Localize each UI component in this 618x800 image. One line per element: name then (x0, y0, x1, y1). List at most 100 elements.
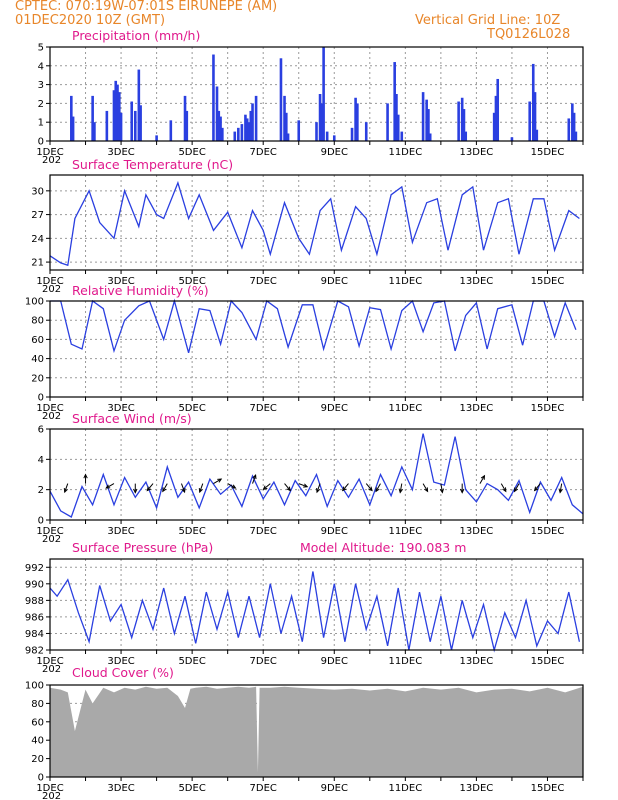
x-tick-label: 5DEC (178, 147, 205, 158)
wind-arrow (284, 483, 292, 492)
wind-arrow-head (513, 487, 519, 493)
wind-arrow-head (286, 486, 292, 492)
wind-arrow-head (341, 486, 347, 492)
pres-frame (49, 558, 584, 651)
wind-arrow (198, 483, 204, 494)
precip-bar (71, 116, 75, 141)
y-tick-label: 20 (31, 373, 44, 384)
wind-arrow (83, 473, 88, 484)
precip-bar (425, 99, 428, 141)
wind-arrow-head (375, 487, 380, 493)
y-tick-label: 40 (31, 736, 44, 747)
x-tick-label: 11DEC (388, 403, 422, 414)
precip-bar (133, 110, 137, 141)
x-tick-label: 13DEC (460, 656, 494, 667)
precip-bar (117, 92, 121, 141)
y-tick-label: 21 (31, 258, 44, 269)
precip-bar (237, 127, 240, 141)
precip-bar (169, 120, 173, 141)
x-tick-label: 7DEC (250, 526, 277, 537)
precip-bar (93, 122, 96, 141)
wind-arrow (316, 483, 321, 494)
precip-bar (245, 118, 249, 141)
y-tick-label: 1 (38, 118, 44, 129)
precip-bar (396, 114, 400, 141)
rh-series-line (50, 301, 576, 353)
x-tick-label: 3DEC (107, 276, 134, 287)
precip-bar (428, 133, 432, 141)
model-altitude: Model Altitude: 190.083 m (300, 540, 466, 555)
x-tick-label: 5DEC (178, 276, 205, 287)
precip-bar (322, 47, 325, 141)
x-tick-label: 9DEC (321, 526, 348, 537)
wind-arrow (341, 483, 349, 492)
wind-arrow-shaft (146, 483, 154, 491)
x-year-stub: 202 (42, 155, 61, 166)
precip-bar (185, 110, 189, 141)
x-year-stub: 202 (42, 411, 61, 422)
temp-frame (49, 174, 584, 271)
precip-bar (496, 78, 500, 141)
x-tick-label: 13DEC (460, 403, 494, 414)
precip-bar (105, 110, 109, 141)
x-tick-label: 3DEC (107, 783, 134, 794)
wind-arrow-head (368, 486, 373, 492)
wind-arrow-head (231, 484, 237, 489)
precip-bar (215, 86, 219, 141)
y-tick-label: 984 (25, 629, 44, 640)
wind-arrow (262, 483, 271, 491)
wind-arrow-head (217, 478, 223, 483)
precip-bar (356, 103, 359, 141)
x-tick-label: 3DEC (107, 526, 134, 537)
y-tick-label: 5 (38, 43, 44, 54)
wind-arrow (375, 483, 381, 493)
wind-arrow (133, 483, 138, 494)
x-tick-label: 13DEC (460, 783, 494, 794)
precip-bar (284, 112, 288, 141)
cloud-frame (49, 684, 584, 778)
pressure-title: Surface Pressure (hPa) (72, 540, 213, 555)
y-tick-label: 20 (31, 754, 44, 765)
rh-title: Relative Humidity (%) (72, 283, 209, 298)
precip-bar (494, 95, 498, 141)
precip-bar (421, 92, 425, 141)
wind-arrow-head (303, 483, 309, 488)
wind-arrow-head (316, 488, 321, 494)
precip-bar (510, 137, 514, 141)
precip-bar (320, 103, 324, 141)
y-tick-label: 990 (25, 579, 44, 590)
y-tick-label: 0 (38, 137, 44, 148)
wind-arrow (181, 483, 186, 494)
wind-plot: 0 2 4 6 1DEC 3DEC 5DEC 7DEC 9DEC 11DEC 13DEC 15DEC 2… (36, 425, 584, 545)
precip-bar (251, 103, 254, 141)
x-tick-label: 5DEC (178, 403, 205, 414)
wind-arrow-head (83, 473, 88, 479)
rh-plot: 0 20 40 60 80 100 1DEC 3DEC 5DEC 7DEC 9DEC 11DEC 13D… (25, 297, 584, 422)
x-tick-label: 1DEC (36, 276, 63, 287)
precip-bar (464, 131, 468, 141)
precip-bar (119, 112, 123, 141)
precip-bar (350, 127, 354, 141)
x-tick-label: 11DEC (388, 783, 422, 794)
header-model-code: TQ0126L028 (487, 27, 571, 42)
wind-arrow (398, 483, 404, 494)
wind-arrow-shaft (64, 483, 69, 493)
precip-bar (286, 133, 290, 141)
wind-arrow (533, 483, 541, 492)
x-tick-label: 3DEC (107, 656, 134, 667)
precip-bar (395, 94, 398, 141)
x-tick-label: 3DEC (107, 403, 134, 414)
precip-bar (364, 122, 368, 141)
wind-arrow-head (262, 485, 268, 491)
precip-bar (325, 131, 329, 141)
x-tick-label: 9DEC (321, 656, 348, 667)
x-tick-label: 11DEC (388, 656, 422, 667)
y-tick-label: 4 (38, 61, 44, 72)
precip-bar (240, 124, 244, 141)
wind-arrow-shaft (422, 483, 429, 492)
precip-bar (457, 101, 460, 141)
x-tick-label: 1DEC (36, 783, 63, 794)
precip-title: Precipitation (mm/h) (72, 28, 200, 43)
y-tick-label: 988 (25, 596, 44, 607)
